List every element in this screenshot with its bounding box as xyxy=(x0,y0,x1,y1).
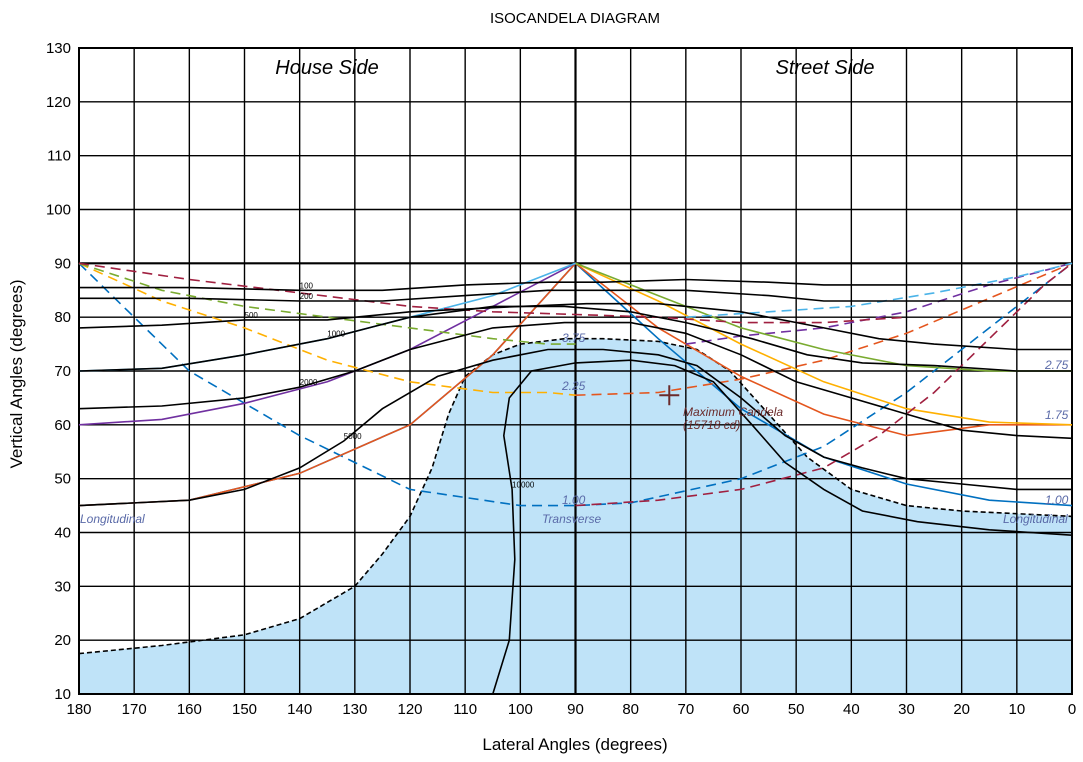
house-side-label: House Side xyxy=(275,57,378,79)
isocandela-label-200: 200 xyxy=(300,292,314,301)
isocandela-500 xyxy=(78,302,1072,351)
isocandela-100 xyxy=(79,278,1072,292)
y-tick-label: 90 xyxy=(54,255,71,272)
isocandela-2000 xyxy=(78,321,1073,440)
y-tick-label: 20 xyxy=(54,632,71,649)
isocandela-label-1000: 1000 xyxy=(327,330,345,339)
x-tick-label: 50 xyxy=(788,701,805,718)
y-tick-label: 40 xyxy=(54,525,71,542)
y-tick-label: 70 xyxy=(54,363,71,380)
isocandela-lines: 100 200 500 1000 2000 5000 10000 xyxy=(78,278,1073,695)
x-tick-label: 160 xyxy=(177,701,202,718)
y-tick-label: 80 xyxy=(54,309,71,326)
x-tick-label: 30 xyxy=(898,701,915,718)
max-candela-marker xyxy=(659,385,680,406)
isocandela-1000 xyxy=(78,305,1072,372)
beam-curve-2 xyxy=(78,262,1073,507)
isocandela-10000 xyxy=(492,359,1073,695)
y-tick-label: 30 xyxy=(54,578,71,595)
x-tick-label: 20 xyxy=(953,701,970,718)
isocandela-label-100: 100 xyxy=(300,281,314,290)
x-tick-label: 40 xyxy=(843,701,860,718)
transverse-label: Transverse xyxy=(542,512,601,526)
x-tick-label: 100 xyxy=(508,701,533,718)
beam-curve-6 xyxy=(78,262,576,396)
beam-curve-10 xyxy=(78,262,576,345)
factor-label-3-75: 3.75 xyxy=(562,331,586,345)
isocandela-5000 xyxy=(78,348,1072,507)
x-tick-label: 140 xyxy=(287,701,312,718)
street-side-label: Street Side xyxy=(776,57,875,79)
y-axis-label: Vertical Angles (degrees) xyxy=(7,280,26,469)
beam-curve-13 xyxy=(78,262,907,324)
isocandela-label-500: 500 xyxy=(245,311,259,320)
factor-label-2-25: 2.25 xyxy=(561,379,586,393)
x-tick-label: 150 xyxy=(232,701,257,718)
x-axis-label: Lateral Angles (degrees) xyxy=(482,735,667,754)
y-tick-label: 120 xyxy=(46,94,71,111)
isocandela-label-5000: 5000 xyxy=(344,432,362,441)
chart-title: ISOCANDELA DIAGRAM xyxy=(490,10,660,27)
y-tick-label: 100 xyxy=(46,202,71,219)
y-tick-label: 130 xyxy=(46,40,71,57)
x-tick-label: 170 xyxy=(122,701,147,718)
y-tick-label: 60 xyxy=(54,417,71,434)
x-tick-label: 180 xyxy=(66,701,91,718)
isocandela-label-2000: 2000 xyxy=(300,378,318,387)
y-tick-label: 10 xyxy=(54,686,71,703)
factor-label-1-75: 1.75 xyxy=(1045,408,1069,422)
y-tick-label: 110 xyxy=(47,148,71,165)
longitudinal-left-label: Longitudinal xyxy=(80,512,145,526)
x-tick-label: 90 xyxy=(567,701,584,718)
y-tick-label: 50 xyxy=(54,471,71,488)
x-tick-label: 130 xyxy=(342,701,367,718)
longitudinal-right-label: Longitudinal xyxy=(1003,512,1068,526)
factor-label-1-00: 1.00 xyxy=(562,493,586,507)
x-tick-label: 60 xyxy=(733,701,750,718)
max-candela-label: Maximum Candela xyxy=(683,405,783,419)
beam-curve-9 xyxy=(575,262,1072,372)
tick-labels: 180 170 160 150 140 130 120 110 100 90 80 70 60 50 40 3… xyxy=(46,40,1076,718)
beam-curve-3 xyxy=(78,262,1072,507)
x-tick-label: 110 xyxy=(453,701,477,718)
x-tick-label: 80 xyxy=(622,701,639,718)
factor-label-1-00-right: 1.00 xyxy=(1045,493,1069,507)
beam-curve-8 xyxy=(685,262,1073,345)
x-tick-label: 120 xyxy=(397,701,422,718)
beam-curve-5 xyxy=(575,262,1073,426)
beam-curve-4 xyxy=(575,262,1073,396)
isocandela-label-10000: 10000 xyxy=(512,480,535,489)
beam-curves xyxy=(78,262,1073,507)
beam-curve-14 xyxy=(575,262,1073,507)
max-candela-value: (15718 cd) xyxy=(683,418,740,432)
x-tick-label: 10 xyxy=(1008,701,1025,718)
isocandela-200 xyxy=(79,289,1072,302)
beam-curve-12 xyxy=(685,262,1073,318)
factor-label-2-75: 2.75 xyxy=(1044,358,1069,372)
x-tick-label: 0 xyxy=(1068,701,1076,718)
x-tick-label: 70 xyxy=(677,701,694,718)
